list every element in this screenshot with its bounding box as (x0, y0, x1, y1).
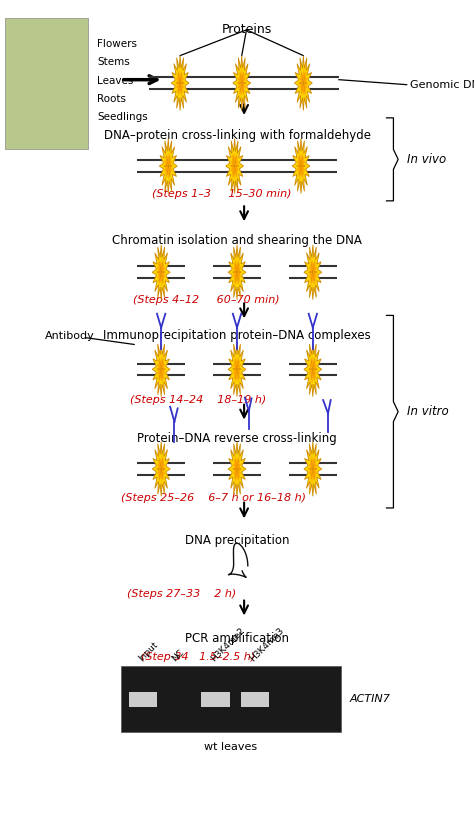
Polygon shape (232, 454, 242, 484)
Polygon shape (152, 342, 170, 397)
Text: wt leaves: wt leaves (204, 742, 257, 752)
Text: Stems: Stems (97, 57, 130, 67)
Text: (Steps 27–33    2 h): (Steps 27–33 2 h) (127, 589, 236, 599)
Polygon shape (294, 56, 312, 110)
Polygon shape (308, 257, 318, 287)
Polygon shape (175, 68, 185, 98)
Text: Roots: Roots (97, 94, 126, 104)
FancyBboxPatch shape (121, 666, 341, 732)
Polygon shape (308, 454, 318, 484)
Text: ACTIN7: ACTIN7 (350, 694, 391, 705)
Polygon shape (156, 454, 166, 484)
Text: H3K4me3: H3K4me3 (249, 626, 286, 663)
Polygon shape (304, 442, 322, 496)
Text: (Steps 4–12     60–70 min): (Steps 4–12 60–70 min) (133, 295, 279, 305)
Text: Proteins: Proteins (221, 23, 272, 37)
Text: H3K4me2: H3K4me2 (210, 626, 247, 663)
FancyBboxPatch shape (241, 692, 269, 707)
Text: Flowers: Flowers (97, 39, 137, 49)
Text: Immunoprecipitation protein–DNA complexes: Immunoprecipitation protein–DNA complexe… (103, 329, 371, 342)
Polygon shape (233, 56, 251, 110)
Polygon shape (159, 139, 177, 193)
Polygon shape (171, 56, 189, 110)
Polygon shape (230, 151, 239, 181)
FancyBboxPatch shape (129, 692, 157, 707)
FancyBboxPatch shape (201, 692, 230, 707)
Text: (Steps 25–26    6–7 h or 16–18 h): (Steps 25–26 6–7 h or 16–18 h) (121, 493, 306, 503)
Polygon shape (292, 139, 310, 193)
Text: Seedlings: Seedlings (97, 112, 148, 122)
Text: Input: Input (137, 640, 160, 663)
Text: In vivo: In vivo (407, 153, 446, 166)
Polygon shape (232, 354, 242, 384)
Polygon shape (156, 257, 166, 287)
Text: (Steps 14–24    18–19 h): (Steps 14–24 18–19 h) (130, 395, 266, 405)
Text: Genomic DNA: Genomic DNA (410, 80, 474, 90)
Text: Antibody: Antibody (45, 331, 95, 341)
Text: Protein–DNA reverse cross-linking: Protein–DNA reverse cross-linking (137, 432, 337, 445)
Polygon shape (232, 257, 242, 287)
Text: DNA precipitation: DNA precipitation (185, 534, 289, 547)
Polygon shape (308, 354, 318, 384)
Polygon shape (299, 68, 308, 98)
Polygon shape (304, 342, 322, 397)
Text: Leaves: Leaves (97, 76, 134, 85)
Polygon shape (152, 245, 170, 300)
Text: DNA–protein cross-linking with formaldehyde: DNA–protein cross-linking with formaldeh… (103, 129, 371, 142)
Polygon shape (164, 151, 173, 181)
Text: (Steps 1–3     15–30 min): (Steps 1–3 15–30 min) (152, 189, 291, 199)
Text: NC: NC (170, 647, 185, 663)
Text: In vitro: In vitro (407, 405, 448, 418)
Text: Chromatin isolation and shearing the DNA: Chromatin isolation and shearing the DNA (112, 234, 362, 247)
Polygon shape (156, 354, 166, 384)
Text: PCR amplification: PCR amplification (185, 632, 289, 646)
Polygon shape (304, 245, 322, 300)
Polygon shape (228, 245, 246, 300)
Polygon shape (152, 442, 170, 496)
Polygon shape (296, 151, 306, 181)
Polygon shape (226, 139, 244, 193)
Polygon shape (237, 68, 246, 98)
Text: (Step 34   1.5–2.5 h): (Step 34 1.5–2.5 h) (141, 652, 255, 662)
Polygon shape (228, 342, 246, 397)
FancyBboxPatch shape (5, 18, 88, 149)
Polygon shape (228, 442, 246, 496)
